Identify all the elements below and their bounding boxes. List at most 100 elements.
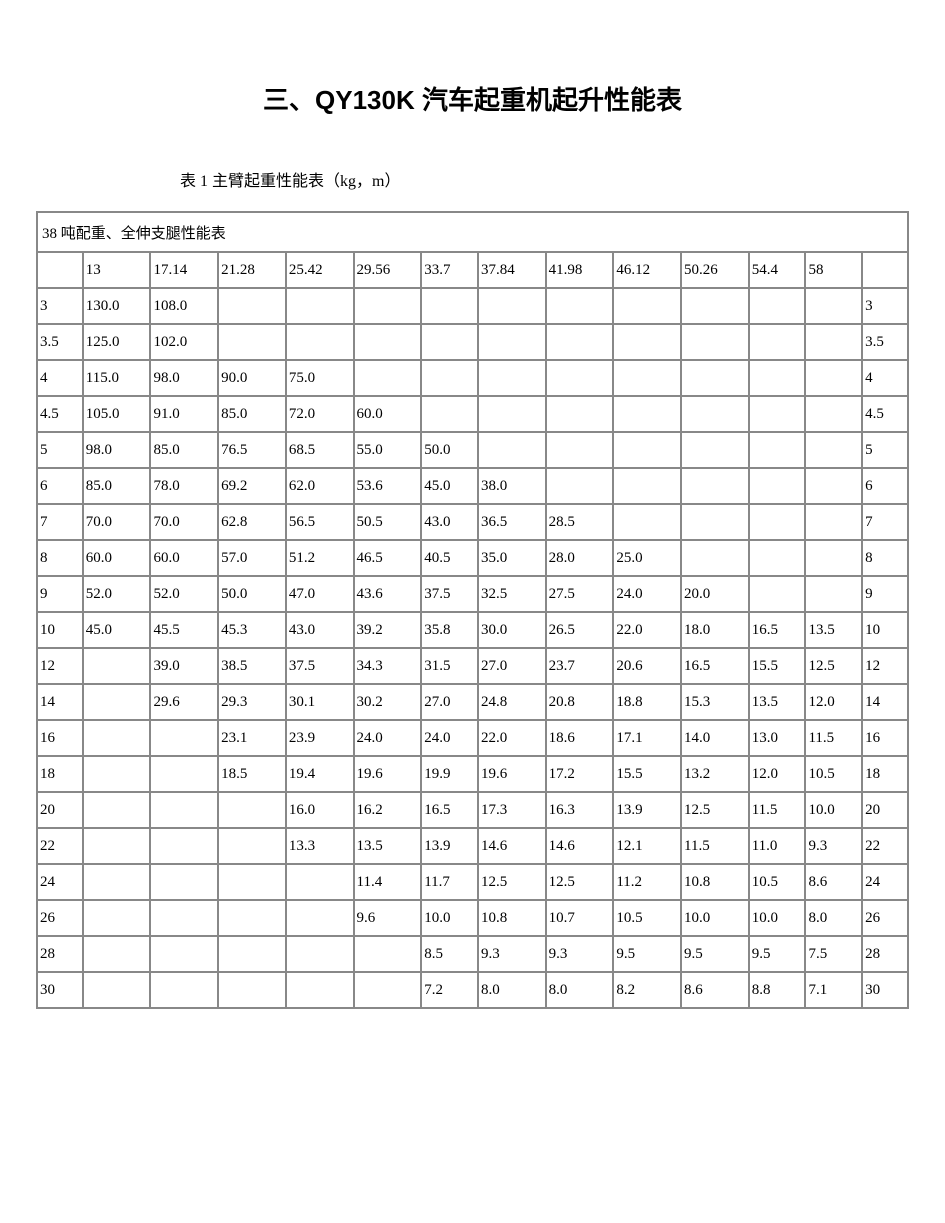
table-cell: 7 — [38, 505, 82, 539]
table-cell: 22.0 — [479, 721, 545, 755]
table-cell: 18.0 — [682, 613, 748, 647]
table-cell: 16.5 — [750, 613, 805, 647]
table-cell: 14.6 — [547, 829, 613, 863]
table-cell: 8.8 — [750, 973, 805, 1007]
table-cell: 47.0 — [287, 577, 353, 611]
table-cell: 13.9 — [614, 793, 680, 827]
table-cell — [750, 325, 805, 359]
table-cell: 10 — [38, 613, 82, 647]
table-cell: 8 — [38, 541, 82, 575]
table-cell: 12 — [38, 649, 82, 683]
table-cell: 30 — [863, 973, 907, 1007]
table-cell — [84, 757, 150, 791]
table-header-cell: 37.84 — [479, 253, 545, 287]
table-cell: 10.5 — [750, 865, 805, 899]
table-cell: 3 — [38, 289, 82, 323]
table-cell: 60.0 — [355, 397, 421, 431]
table-cell: 38.5 — [219, 649, 285, 683]
table-cell: 8.0 — [806, 901, 861, 935]
table-cell: 8.6 — [682, 973, 748, 1007]
table-cell — [84, 793, 150, 827]
table-cell — [682, 541, 748, 575]
table-cell — [806, 433, 861, 467]
table-cell: 9 — [38, 577, 82, 611]
table-cell: 36.5 — [479, 505, 545, 539]
table-cell: 68.5 — [287, 433, 353, 467]
table-cell — [614, 361, 680, 395]
performance-table: 38 吨配重、全伸支腿性能表 1317.1421.2825.4229.5633.… — [36, 211, 909, 1009]
table-row: 1239.038.537.534.331.527.023.720.616.515… — [38, 649, 907, 683]
table-cell: 45.5 — [151, 613, 217, 647]
table-cell — [682, 325, 748, 359]
table-cell: 6 — [863, 469, 907, 503]
table-cell: 85.0 — [219, 397, 285, 431]
table-cell: 53.6 — [355, 469, 421, 503]
table-row: 4115.098.090.075.04 — [38, 361, 907, 395]
table-cell: 8 — [863, 541, 907, 575]
table-cell: 9.6 — [355, 901, 421, 935]
table-cell: 11.2 — [614, 865, 680, 899]
table-cell: 72.0 — [287, 397, 353, 431]
table-cell: 20 — [863, 793, 907, 827]
table-row: 3130.0108.03 — [38, 289, 907, 323]
table-cell: 46.5 — [355, 541, 421, 575]
table-cell — [614, 469, 680, 503]
table-cell: 50.0 — [219, 577, 285, 611]
table-cell — [84, 973, 150, 1007]
table-cell: 50.5 — [355, 505, 421, 539]
table-cell: 10.5 — [806, 757, 861, 791]
table-cell: 34.3 — [355, 649, 421, 683]
table-cell — [806, 397, 861, 431]
table-cell: 55.0 — [355, 433, 421, 467]
table-cell — [287, 865, 353, 899]
table-cell: 24.0 — [422, 721, 477, 755]
table-cell — [84, 865, 150, 899]
table-cell: 13.5 — [806, 613, 861, 647]
table-cell: 31.5 — [422, 649, 477, 683]
table-cell: 32.5 — [479, 577, 545, 611]
table-cell: 45.0 — [422, 469, 477, 503]
table-cell — [750, 433, 805, 467]
table-cell: 43.6 — [355, 577, 421, 611]
table-cell — [355, 325, 421, 359]
table-cell — [219, 829, 285, 863]
table-cell: 30.0 — [479, 613, 545, 647]
table-cell — [479, 433, 545, 467]
table-cell: 22 — [863, 829, 907, 863]
table-cell — [479, 361, 545, 395]
table-cell: 29.6 — [151, 685, 217, 719]
table-cell — [84, 937, 150, 971]
table-cell: 9 — [863, 577, 907, 611]
table-cell: 7.1 — [806, 973, 861, 1007]
table-cell — [614, 505, 680, 539]
table-cell: 9.3 — [479, 937, 545, 971]
table-cell: 108.0 — [151, 289, 217, 323]
table-cell: 30 — [38, 973, 82, 1007]
table-cell: 35.8 — [422, 613, 477, 647]
table-row: 3.5125.0102.03.5 — [38, 325, 907, 359]
table-cell: 28 — [863, 937, 907, 971]
table-cell: 57.0 — [219, 541, 285, 575]
table-cell — [151, 865, 217, 899]
table-cell: 11.4 — [355, 865, 421, 899]
table-cell: 14 — [38, 685, 82, 719]
table-cell: 14 — [863, 685, 907, 719]
table-row: 1045.045.545.343.039.235.830.026.522.018… — [38, 613, 907, 647]
table-cell — [151, 973, 217, 1007]
table-cell — [750, 397, 805, 431]
table-cell — [614, 397, 680, 431]
table-cell: 11.0 — [750, 829, 805, 863]
table-cell: 8.6 — [806, 865, 861, 899]
table-cell: 15.5 — [750, 649, 805, 683]
table-cell: 10.0 — [806, 793, 861, 827]
table-cell: 19.4 — [287, 757, 353, 791]
table-cell — [287, 325, 353, 359]
table-cell: 40.5 — [422, 541, 477, 575]
table-cell: 29.3 — [219, 685, 285, 719]
table-cell: 12.1 — [614, 829, 680, 863]
table-cell: 35.0 — [479, 541, 545, 575]
table-cell: 69.2 — [219, 469, 285, 503]
table-cell — [151, 757, 217, 791]
table-cell: 37.5 — [422, 577, 477, 611]
table-cell: 11.5 — [750, 793, 805, 827]
